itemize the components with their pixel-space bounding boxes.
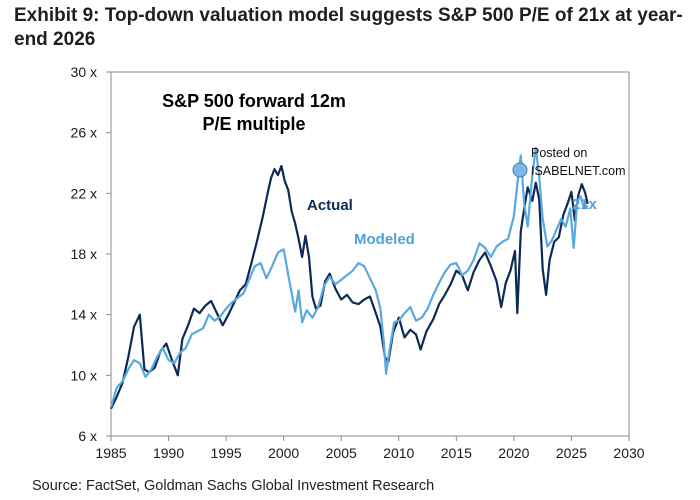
source-note: Source: FactSet, Goldman Sachs Global In… [32,478,435,494]
x-tick-label: 1990 [153,445,184,461]
x-tick-label: 1985 [95,445,126,461]
y-tick-label: 30 x [71,64,97,80]
y-tick-label: 10 x [71,367,97,383]
watermark-line-2: ISABELNET.com [531,164,625,178]
chart-title-line-1: S&P 500 forward 12m [162,91,346,111]
x-tick-label: 2015 [441,445,472,461]
x-tick-label: 2010 [383,445,414,461]
watermark-globe-icon [512,162,528,178]
x-tick-label: 1995 [211,445,242,461]
y-tick-label: 18 x [71,246,97,262]
actual-series-line [110,164,589,410]
x-tick-label: 2025 [556,445,587,461]
modeled-series-label: Modeled [354,231,415,248]
watermark: Posted on ISABELNET.com [512,146,625,178]
x-tick-label: 2030 [613,445,644,461]
chart-title-line-2: P/E multiple [202,114,305,134]
actual-series-label: Actual [307,197,353,214]
y-tick-label: 26 x [71,125,97,141]
watermark-line-1: Posted on [531,146,587,160]
x-tick-label: 2005 [326,445,357,461]
y-axis: 6 x 10 x 14 x 18 x 22 x 26 x 30 x [71,64,112,444]
x-tick-label: 2000 [268,445,299,461]
y-tick-label: 14 x [71,307,97,323]
exhibit-title: Exhibit 9: Top-down valuation model sugg… [14,5,683,50]
y-tick-label: 22 x [71,185,97,201]
target-21x-label: 21x [572,196,598,213]
x-axis: 1985 1990 1995 2000 2005 2010 2015 2020 2025 2030 [95,435,645,461]
x-tick-label: 2020 [498,445,529,461]
y-tick-label: 6 x [78,428,97,444]
modeled-series-line [109,146,589,408]
